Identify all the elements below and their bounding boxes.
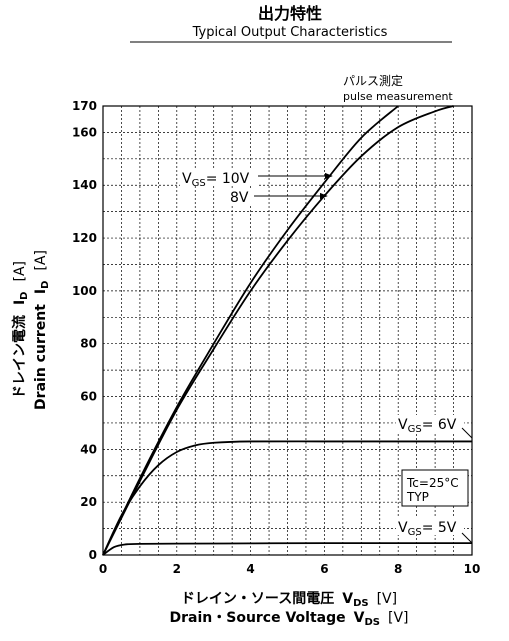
chart-title: 出力特性 — [258, 4, 322, 23]
y-tick-label: 170 — [72, 99, 97, 113]
condition-temperature: Tc=25°C — [406, 476, 459, 490]
series-line-4 — [102, 542, 472, 556]
y-tick-label: 80 — [80, 337, 97, 351]
x-axis-label-jp: ドレイン・ソース間電圧 VDS [V] — [181, 590, 397, 609]
x-tick-label: 6 — [320, 562, 328, 576]
label-vgs-10v: VGS= 10V — [180, 169, 258, 189]
plot-frame — [102, 105, 473, 556]
condition-type: TYP — [406, 490, 429, 504]
x-axis-label-en: Drain・Source Voltage VDS [V] — [170, 610, 409, 628]
y-axis-label-jp: ドレイン電流ID[A] — [11, 261, 30, 399]
svg-text:VGS= 5V: VGS= 5V — [398, 520, 457, 538]
series-line-1 — [102, 105, 399, 556]
series-line-2 — [102, 105, 454, 556]
label-vgs-5v: VGS= 5V — [396, 518, 464, 538]
y-tick-label: 100 — [72, 284, 97, 298]
svg-text:8V: 8V — [230, 190, 249, 206]
x-tick-label: 0 — [99, 562, 107, 576]
y-tick-label: 140 — [72, 178, 97, 192]
y-tick-label: 0 — [89, 548, 97, 562]
label-vgs-6v: VGS= 6V — [396, 415, 464, 435]
y-tick-label: 60 — [80, 390, 97, 404]
y-axis-label-en: Drain currentID[A] — [33, 250, 51, 410]
x-tick-label: 4 — [246, 562, 254, 576]
x-tick-label: 2 — [173, 562, 181, 576]
series-line-3 — [102, 440, 472, 556]
y-tick-label: 160 — [72, 125, 97, 139]
y-tick-label: 120 — [72, 231, 97, 245]
y-tick-label: 40 — [80, 442, 97, 456]
grid — [103, 106, 472, 555]
svg-text:Drain currentID[A]: Drain currentID[A] — [33, 250, 51, 410]
axes — [102, 105, 473, 556]
label-8v: 8V — [226, 188, 254, 206]
x-tick-label: 10 — [464, 562, 481, 576]
label-5v-leader — [461, 532, 473, 544]
pulse-annotation-en: pulse measurement — [343, 90, 453, 103]
svg-text:ドレイン電流ID[A]: ドレイン電流ID[A] — [11, 261, 30, 399]
y-tick-label: 20 — [80, 495, 97, 509]
label-6v-leader — [461, 427, 473, 439]
y-tick-labels: 0 20 40 60 80 100 120 140 160 170 — [72, 99, 97, 562]
chart-subtitle: Typical Output Characteristics — [192, 25, 388, 40]
x-tick-label: 8 — [394, 562, 402, 576]
svg-text:VGS= 6V: VGS= 6V — [398, 417, 457, 435]
x-tick-labels: 0 2 4 6 8 10 — [99, 562, 481, 576]
pulse-annotation-jp: パルス測定 — [343, 73, 403, 88]
condition-box: Tc=25°C TYP — [401, 469, 469, 507]
series-lines — [102, 105, 472, 556]
